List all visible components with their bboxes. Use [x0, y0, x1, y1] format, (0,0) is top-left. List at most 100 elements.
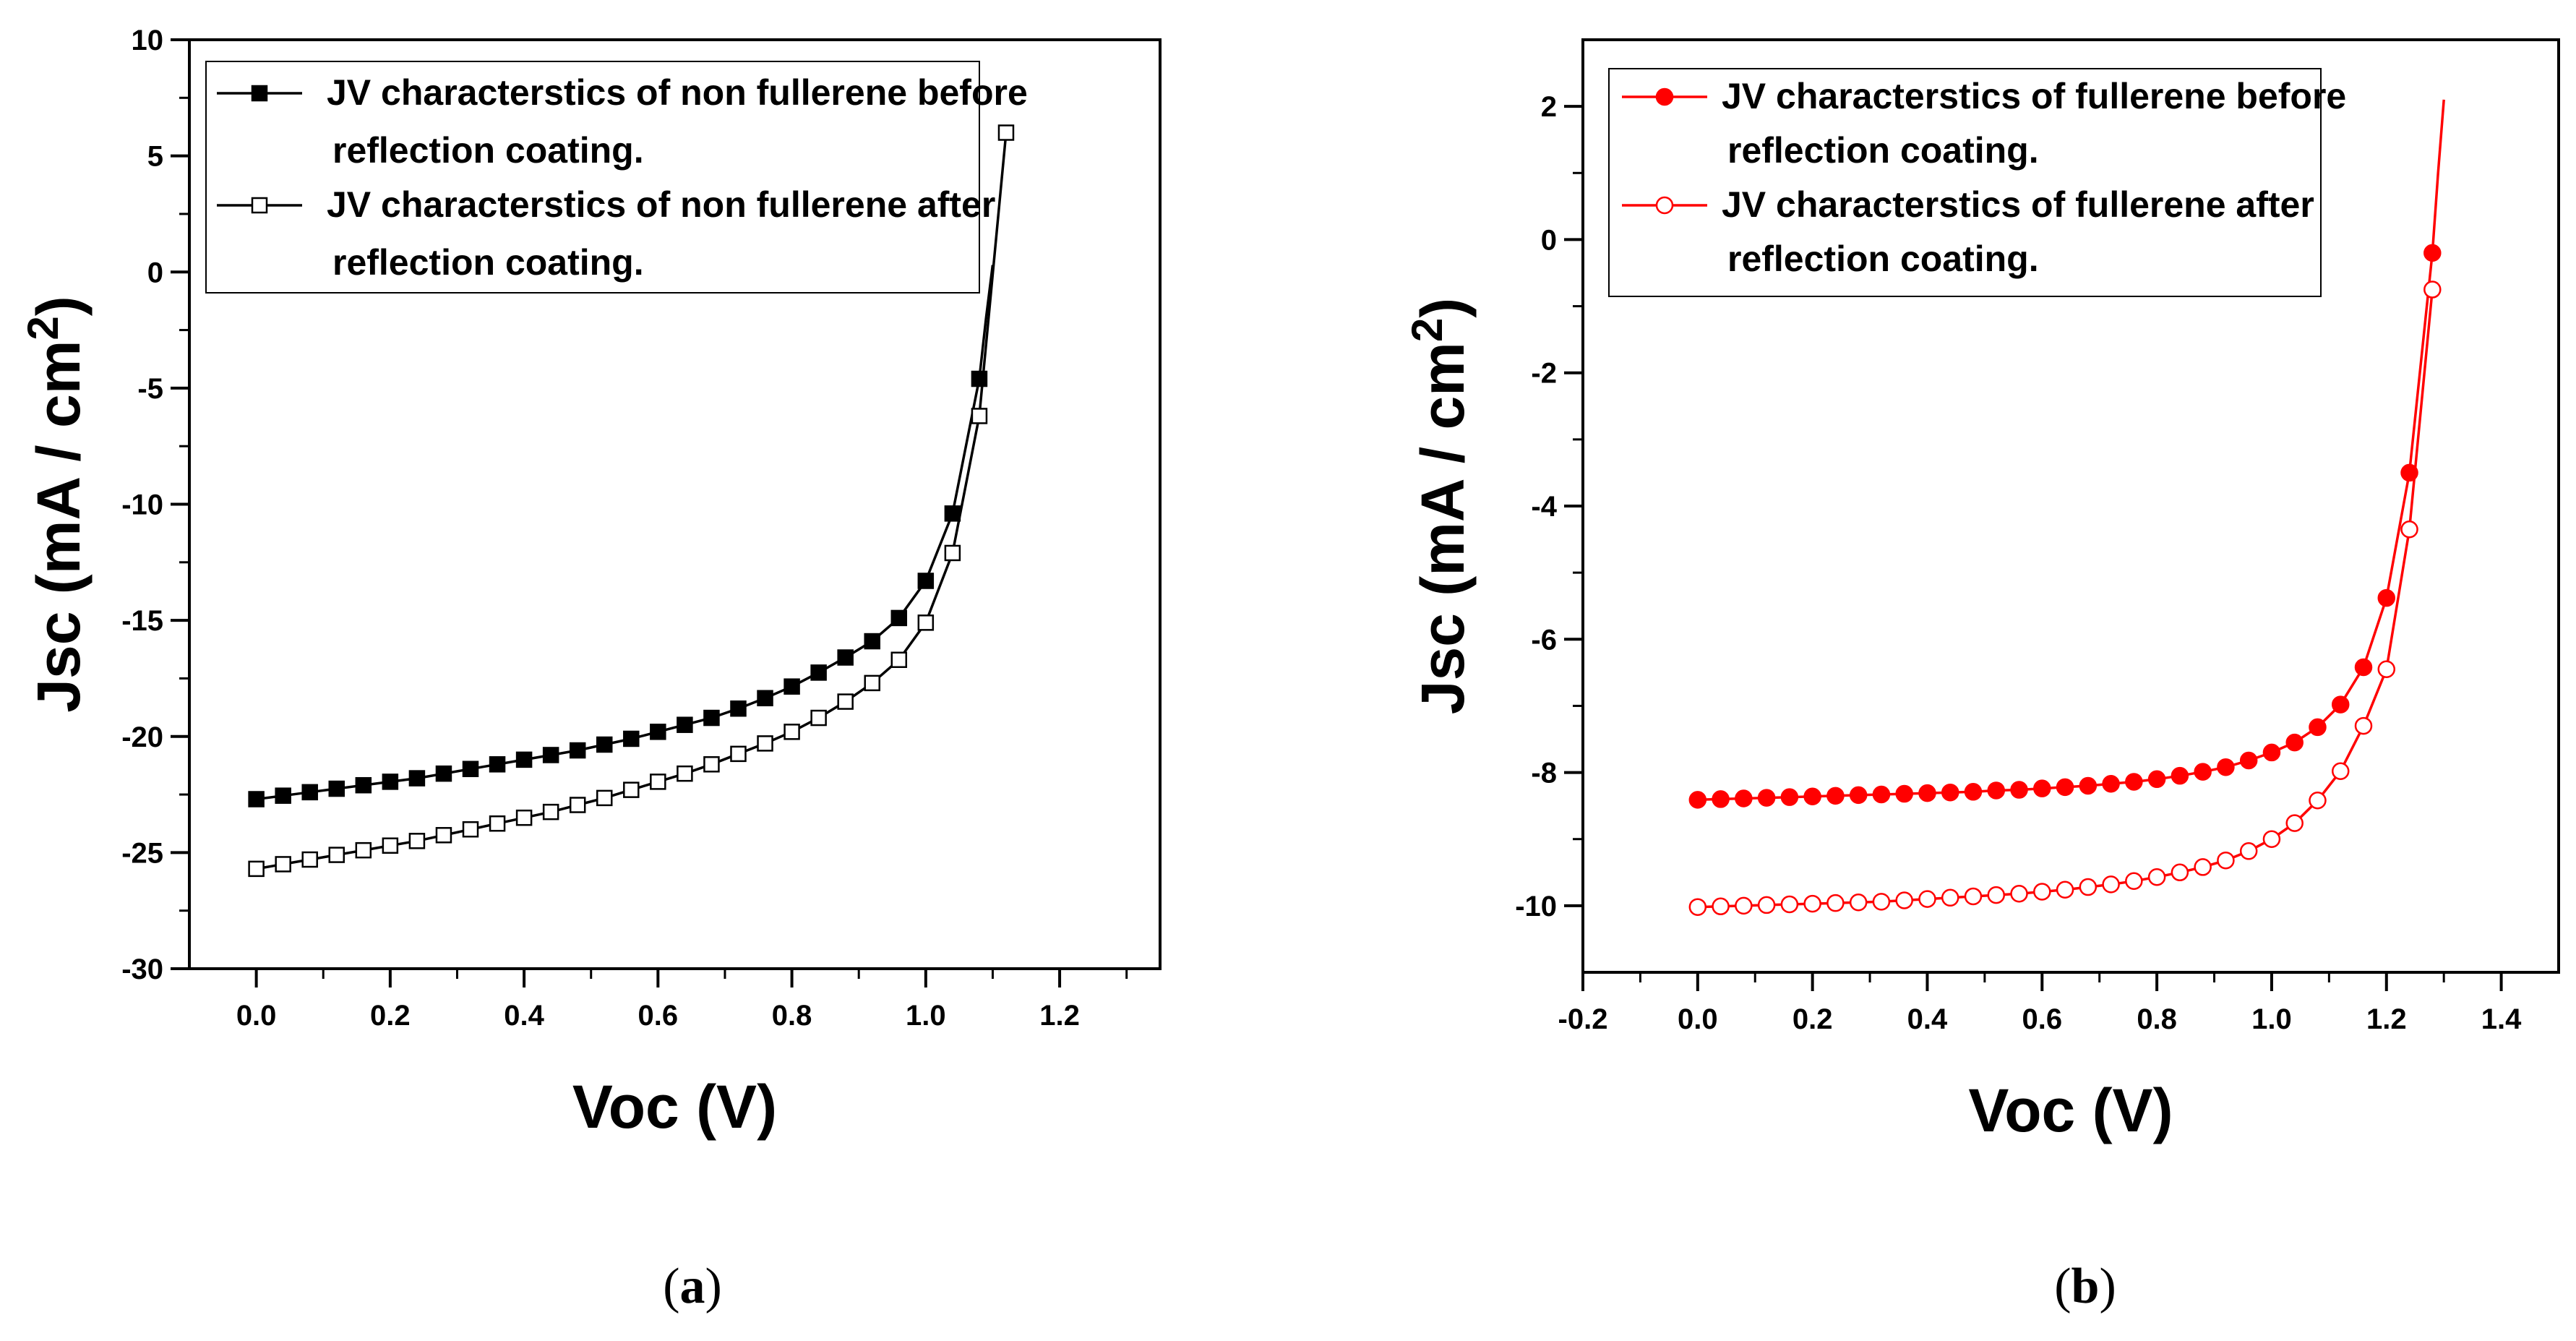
panel-a-x-tick-label: 0.6	[638, 1000, 679, 1032]
panel-b-series-1-point	[2102, 774, 2120, 793]
panel-a-legend: JV characterstics of non fullerene befor…	[205, 61, 1028, 294]
panel-a-x-axis-title: Voc (V)	[572, 1073, 777, 1141]
panel-a-legend-entry-2-line1: JV characterstics of non fullerene after	[327, 184, 995, 225]
panel-b-x-tick-label: -0.2	[1558, 1003, 1608, 1035]
panel-a-series-2-point	[489, 815, 506, 832]
panel-a-series-2-point	[569, 797, 586, 813]
panel-b-x-tick-label: 0.6	[2022, 1003, 2062, 1035]
panel-b-series-1-point	[1826, 787, 1845, 805]
panel-b-series-2-point	[2171, 863, 2189, 882]
panel-a-legend-box	[205, 61, 980, 294]
caption-a-label: a	[679, 1259, 705, 1314]
panel-a-series-2-point	[837, 693, 854, 710]
panel-b-x-tick-label: 0.2	[1793, 1003, 1833, 1035]
panel-a-series-2-point	[971, 408, 988, 424]
panel-a-series-2-point	[328, 847, 345, 863]
panel-a-series-1-point	[355, 776, 372, 794]
panel-b-series-2-point	[2354, 716, 2373, 735]
panel-a-series-1-point	[757, 690, 773, 706]
panel-a-series-1-point	[783, 678, 800, 695]
panel-b-series-1-point	[1757, 789, 1776, 807]
panel-b-y-tick-label: -4	[1531, 491, 1557, 523]
panel-b-series-1-point	[1688, 791, 1707, 809]
panel-b-series-1-point	[2309, 718, 2327, 737]
panel-b-series-2-point	[1872, 893, 1891, 911]
panel-b-series-2-point	[2239, 842, 2258, 860]
panel-b-series-2-point	[2079, 878, 2098, 896]
panel-b-series-2-point	[2147, 867, 2166, 886]
panel-b-series-2	[1688, 280, 2442, 916]
panel-b-chart: -0.2 0.0 0.2 0.4 0.6 0.8 1.0 1.2 1.4 -10 -8 -6 -4 -2 0…	[1403, 38, 2560, 1144]
panel-b-legend-entry-2-line2: reflection coating.	[1727, 239, 2039, 279]
panel-a-legend-sample-marker	[251, 197, 268, 214]
panel-a-y-tick-label: -30	[121, 954, 163, 985]
panel-b-legend-entry-1-line1: JV characterstics of fullerene before	[1722, 76, 2346, 116]
panel-a-series-1-point	[623, 730, 640, 747]
panel-b-series-2-point	[2033, 883, 2051, 901]
panel-b-series-1-point	[2423, 244, 2442, 262]
panel-a-series-1-point	[462, 761, 479, 777]
panel-b-series-1-point	[1918, 784, 1936, 802]
panel-b-series-1-point	[1987, 781, 2006, 800]
panel-b-legend-sample-marker	[1655, 196, 1674, 215]
panel-b-y-tick-label: -6	[1531, 624, 1557, 656]
caption-a: (a)	[663, 1259, 722, 1314]
panel-b-x-tick-label: 1.4	[2481, 1003, 2522, 1035]
panel-b-series-1-point	[1712, 790, 1730, 808]
panel-a-series-1-point	[703, 709, 720, 727]
panel-b-series-1-point	[1941, 783, 1959, 802]
panel-b-series-2-point	[2010, 885, 2028, 903]
panel-b-y-axis-title-close: )	[1409, 298, 1477, 318]
panel-b-series-2-point	[1688, 898, 1707, 916]
panel-b-legend-sample-marker	[1655, 87, 1674, 106]
panel-a-series-2-point	[596, 789, 613, 807]
panel-b-y-axis-title-main: Jsc (mA / cm	[1409, 342, 1477, 714]
panel-b-series-1-point	[1964, 783, 1983, 801]
panel-b-series-2-point	[1918, 890, 1936, 908]
panel-b-series-2-point	[2331, 762, 2350, 780]
panel-a-y-axis-title-main: Jsc (mA / cm	[25, 340, 93, 713]
panel-a-series-1-point	[542, 747, 559, 763]
panel-a-y-axis-title: Jsc (mA / cm2)	[19, 296, 93, 712]
panel-a-series-2-point	[355, 841, 372, 859]
panel-b-series-2-point	[2262, 830, 2281, 848]
panel-a-series-2-point	[730, 745, 747, 763]
panel-b-y-tick-label: 0	[1541, 224, 1557, 256]
panel-a-y-tick-label: -15	[121, 605, 163, 637]
panel-a-y-tick-label: -20	[121, 721, 163, 753]
panel-b-y-tick-label: -2	[1531, 358, 1557, 390]
panel-a-series-2-point	[542, 803, 559, 821]
panel-b-series-1-point	[1780, 788, 1799, 806]
panel-b-series-1-point	[2331, 695, 2350, 714]
panel-a-series-1-point	[435, 765, 452, 782]
panel-a-x-tick-label: 0.4	[504, 1000, 544, 1032]
panel-a-legend-entry-2-line2: reflection coating.	[332, 242, 644, 283]
panel-b-series-2-point	[2309, 792, 2327, 810]
panel-a-x-tick-label: 1.2	[1039, 1000, 1080, 1032]
panel-a-legend-sample-marker	[251, 85, 268, 102]
panel-b-y-tick-label: -10	[1515, 891, 1557, 922]
panel-b-series-1-point	[1803, 787, 1821, 805]
panel-a-series-2	[248, 124, 1015, 878]
panel-a-series-1-point	[408, 770, 426, 787]
panel-a-series-1-point	[569, 742, 586, 759]
panel-b-series-1-point	[1872, 785, 1891, 804]
panel-a-series-2-point	[703, 756, 720, 773]
panel-a-series-2-point	[382, 837, 399, 854]
panel-b-series-2-point	[2285, 814, 2304, 832]
panel-b-series-1-point	[2033, 779, 2051, 797]
panel-a-series-1-line	[256, 265, 995, 801]
panel-a-series-1-point	[650, 724, 666, 740]
panel-b-series-2-point	[2125, 872, 2143, 891]
panel-b-series-2-point	[2400, 520, 2418, 539]
panel-b-series-2-point	[1780, 895, 1799, 914]
panel-a-series-1-point	[248, 791, 265, 807]
panel-a-y-tick-label: -25	[121, 837, 163, 869]
panel-a-series-1-point	[917, 573, 935, 589]
panel-b-legend-entry-2-line1: JV characterstics of fullerene after	[1722, 184, 2314, 225]
panel-b-series-1-point	[2056, 778, 2074, 797]
panel-b-series-1-point	[2010, 781, 2028, 799]
panel-a-series-1-point	[890, 609, 908, 627]
panel-a-x-tick-label: 0.2	[370, 1000, 411, 1032]
